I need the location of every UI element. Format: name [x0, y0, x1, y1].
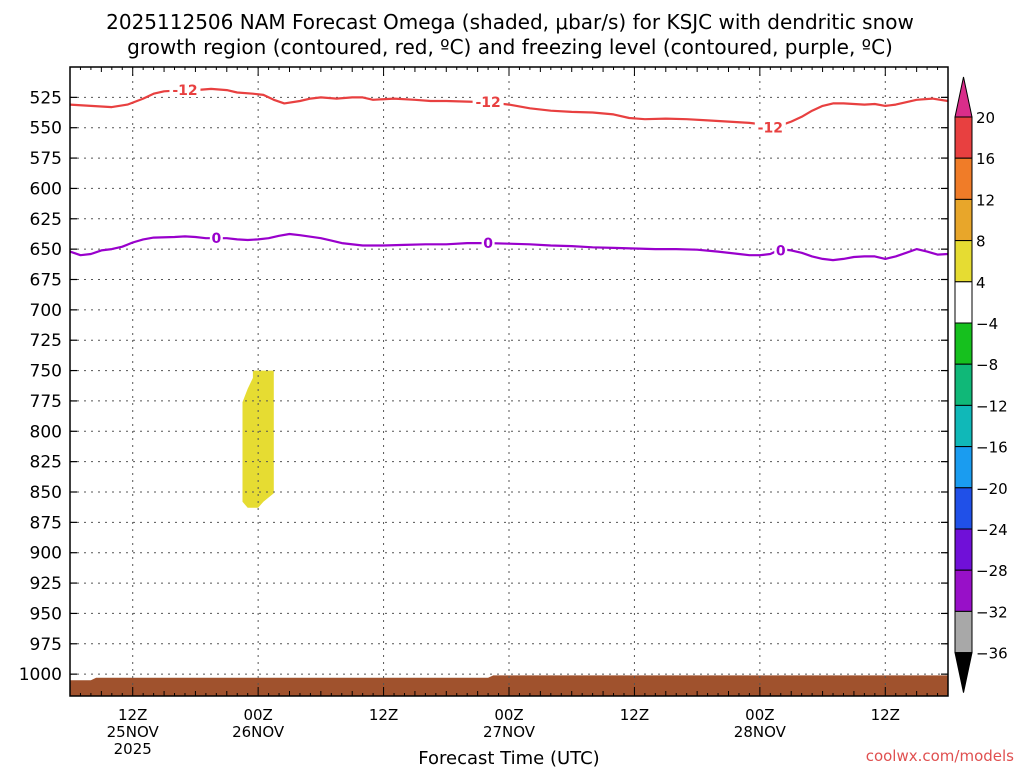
colorbar-swatch-5	[954, 281, 973, 324]
colorbar-label-4: 4	[976, 274, 986, 292]
x-axis-label: Forecast Time (UTC)	[418, 748, 599, 768]
y-tick-label-1000: 1000	[19, 665, 62, 685]
y-tick-label-700: 700	[30, 301, 62, 321]
x-tick-label-18-1: 26NOV	[232, 723, 285, 741]
contour-label-0-0: -12	[172, 83, 197, 99]
terrain-fill	[70, 675, 948, 696]
grid-lines	[70, 67, 948, 696]
colorbar-swatch-8	[954, 404, 973, 448]
x-tick-label-6-2: 2025	[114, 740, 152, 758]
colorbar-swatch-1	[954, 116, 973, 159]
colorbar-label-8: −16	[976, 439, 1008, 457]
x-tick-label-30-0: 12Z	[369, 706, 398, 724]
contour-label-1-0: 0	[211, 231, 221, 247]
colorbar-swatch-4	[954, 240, 973, 283]
colorbar-label-5: −4	[976, 315, 998, 333]
y-tick-label-575: 575	[30, 149, 62, 169]
contour-label-1-1: 0	[483, 236, 493, 252]
y-tick-label-950: 950	[30, 604, 62, 624]
y-tick-label-975: 975	[30, 635, 62, 655]
contour-label-bg-0-0	[169, 82, 201, 98]
y-tick-label-650: 650	[30, 240, 62, 260]
y-tick-label-775: 775	[30, 392, 62, 412]
colorbar-swatch-9	[954, 446, 973, 489]
x-tick-label-66-1: 28NOV	[734, 723, 787, 741]
colorbar-label-6: −8	[976, 356, 998, 374]
chart-title-line2: growth region (contoured, red, ºC) and f…	[127, 35, 893, 59]
x-tick-label-54-0: 12Z	[620, 706, 649, 724]
contour-label-1-2: 0	[776, 243, 786, 259]
y-tick-label-750: 750	[30, 362, 62, 382]
x-tick-label-6-0: 12Z	[118, 706, 147, 724]
colorbar-label-12: −32	[976, 603, 1008, 621]
contour-label-0-1: -12	[475, 95, 500, 111]
colorbar-swatch-2	[954, 157, 973, 200]
colorbar-swatch-6	[954, 322, 973, 365]
y-tick-label-900: 900	[30, 544, 62, 564]
plot-frame	[69, 66, 949, 697]
y-tick-label-875: 875	[30, 513, 62, 533]
colorbar-label-0: 20	[976, 109, 995, 127]
contour-layer: -12 -12 -12 0 0 0	[69, 82, 949, 262]
colorbar-label-7: −12	[976, 397, 1008, 415]
colorbar-label-9: −20	[976, 480, 1008, 498]
y-tick-label-600: 600	[30, 179, 62, 199]
terrain-layer	[70, 675, 948, 696]
x-tick-label-18-0: 00Z	[243, 706, 272, 724]
y-tick-label-525: 525	[30, 88, 62, 108]
contour-label-bg-1-1	[481, 235, 495, 251]
y-tick-label-550: 550	[30, 119, 62, 139]
y-tick-label-725: 725	[30, 331, 62, 351]
contour-line-0	[69, 87, 949, 127]
colorbar-label-2: 12	[976, 191, 995, 209]
chart-title-line1: 2025112506 NAM Forecast Omega (shaded, μ…	[106, 10, 914, 34]
colorbar-swatch-10	[954, 487, 973, 530]
colorbar-swatch-11	[954, 528, 973, 571]
credit-text: coolwx.com/models	[866, 747, 1014, 765]
colorbar-label-3: 8	[976, 233, 986, 251]
y-tick-label-850: 850	[30, 483, 62, 503]
colorbar-label-13: −36	[976, 645, 1008, 663]
x-tick-label-42-0: 00Z	[494, 706, 523, 724]
colorbar-swatch-7	[954, 363, 973, 406]
colorbar-arrow-top	[954, 76, 973, 118]
colorbar-label-11: −28	[976, 562, 1008, 580]
contour-label-bg-1-0	[209, 230, 223, 246]
colorbar-label-10: −24	[976, 521, 1008, 539]
x-tick-label-42-1: 27NOV	[483, 723, 536, 741]
colorbar-arrow-bottom	[954, 652, 973, 693]
y-axis: 525 550 575 600 625 650 675 700 725 750 775 800 825 8…	[19, 88, 948, 685]
y-tick-label-825: 825	[30, 453, 62, 473]
x-tick-label-78-0: 12Z	[871, 706, 900, 724]
colorbar-label-1: 16	[976, 150, 995, 168]
colorbar-swatch-13	[954, 610, 973, 654]
colorbar-swatch-12	[954, 569, 973, 612]
colorbar: 20 16 12 8 4 −4 −8 −12 −16 −20 −24 −28 −32 −36	[954, 76, 1008, 693]
y-tick-label-800: 800	[30, 422, 62, 442]
contour-line-1	[69, 232, 949, 262]
y-tick-label-675: 675	[30, 271, 62, 291]
contour-label-bg-1-2	[774, 242, 788, 258]
contour-label-bg-0-1	[472, 94, 504, 110]
contour-label-0-2: -12	[758, 121, 783, 137]
contour-label-bg-0-2	[754, 119, 786, 135]
y-tick-label-925: 925	[30, 574, 62, 594]
colorbar-swatch-3	[954, 198, 973, 242]
x-tick-label-6-1: 25NOV	[107, 723, 160, 741]
x-tick-label-66-0: 00Z	[745, 706, 774, 724]
y-tick-label-625: 625	[30, 210, 62, 230]
